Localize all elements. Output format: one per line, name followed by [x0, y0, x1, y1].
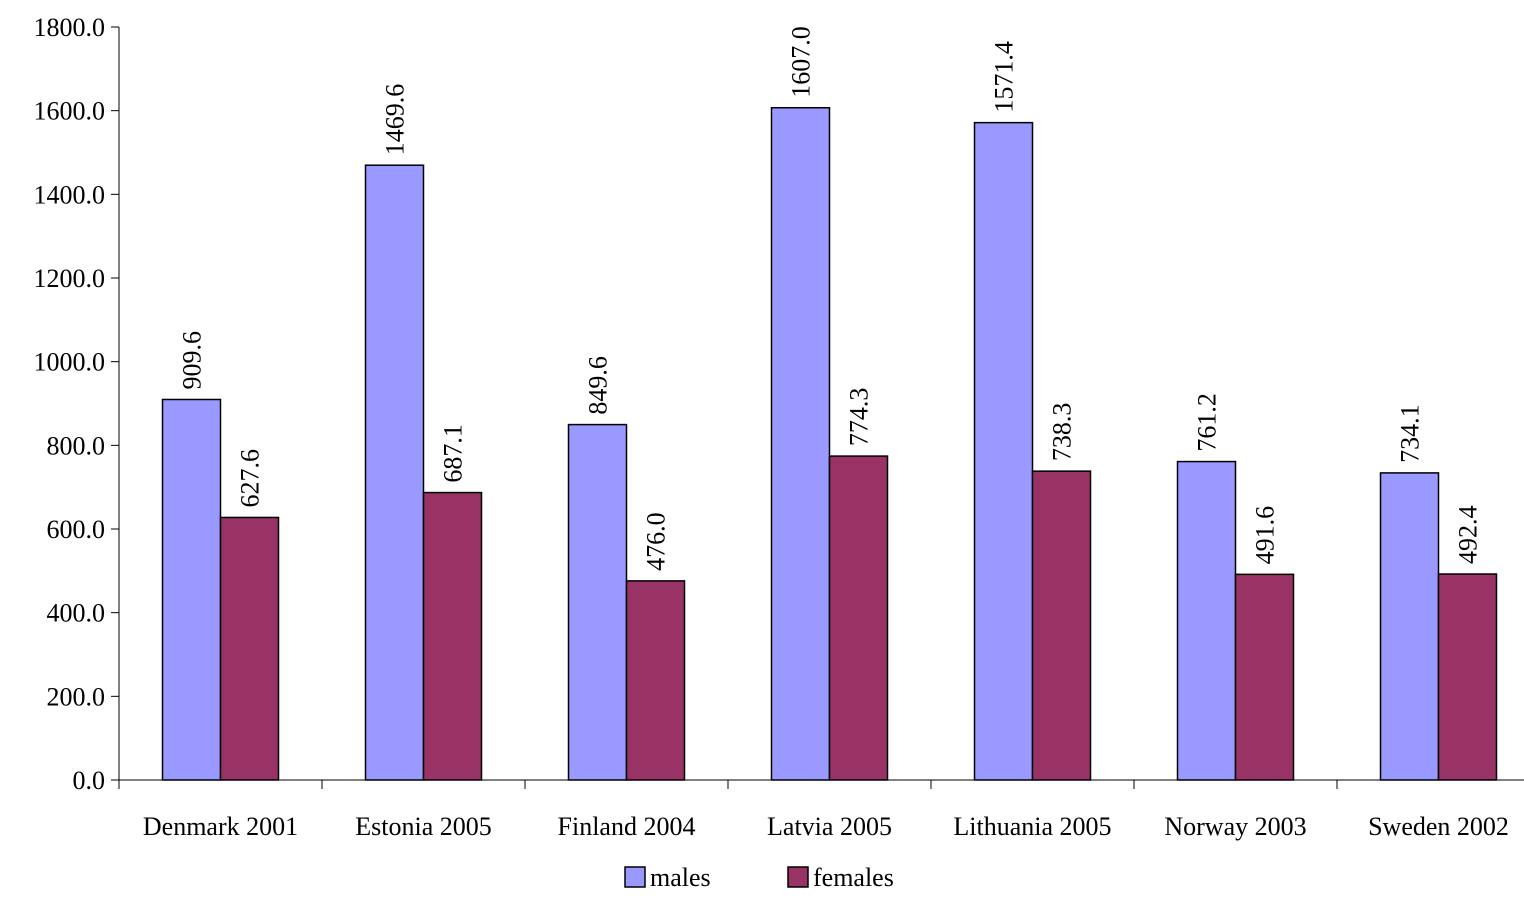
data-label-males: 1607.0 — [787, 26, 816, 98]
x-category-label: Denmark 2001 — [143, 812, 298, 841]
y-tick-label: 1800.0 — [34, 13, 106, 42]
x-category-label: Estonia 2005 — [355, 812, 492, 841]
y-tick-label: 800.0 — [47, 431, 106, 460]
y-tick-label: 1400.0 — [34, 180, 106, 209]
bar-females — [1437, 573, 1498, 781]
x-category-label: Sweden 2002 — [1368, 812, 1509, 841]
bar-males — [973, 121, 1034, 781]
y-tick-label: 400.0 — [47, 599, 106, 628]
bar-females — [625, 580, 686, 781]
data-label-males: 1469.6 — [381, 84, 410, 156]
bar-males — [1379, 472, 1440, 781]
y-tick-label: 1200.0 — [34, 264, 106, 293]
legend-swatch-males — [624, 866, 646, 888]
data-labels: 909.6 627.6 1469.6 687.1 849.6 476.0 1607.0 774… — [178, 26, 1483, 571]
legend-label-females: females — [813, 863, 894, 892]
bar-females — [1031, 470, 1092, 781]
legend-label-males: males — [650, 863, 711, 892]
data-label-females: 491.6 — [1251, 506, 1280, 565]
data-label-males: 761.2 — [1193, 393, 1222, 452]
bar-females — [1234, 573, 1295, 781]
bar-females — [422, 491, 483, 781]
data-label-females: 774.3 — [845, 388, 874, 447]
y-axis: 0.0 200.0 400.0 600.0 800.0 1000.0 1200.0 1400.… — [34, 13, 120, 795]
bar-males — [770, 106, 831, 781]
bar-females — [828, 455, 889, 781]
data-label-females: 687.1 — [439, 424, 468, 483]
data-label-males: 909.6 — [178, 331, 207, 390]
x-category-label: Lithuania 2005 — [953, 812, 1111, 841]
x-category-label: Latvia 2005 — [767, 812, 892, 841]
y-tick-label: 200.0 — [47, 682, 106, 711]
bars — [161, 106, 1498, 781]
data-label-males: 849.6 — [584, 356, 613, 415]
x-axis: Denmark 2001 Estonia 2005 Finland 2004 Latv… — [118, 779, 1524, 841]
data-label-females: 627.6 — [236, 449, 265, 508]
x-category-label: Finland 2004 — [558, 812, 696, 841]
data-label-males: 734.1 — [1396, 404, 1425, 463]
bar-females — [219, 516, 280, 781]
bar-males — [1176, 460, 1237, 781]
bar-males — [364, 164, 425, 781]
x-category-label: Norway 2003 — [1164, 812, 1306, 841]
bar-males — [567, 423, 628, 781]
data-label-males: 1571.4 — [990, 41, 1019, 113]
data-label-females: 738.3 — [1048, 403, 1077, 462]
legend: males females — [624, 863, 894, 892]
y-tick-label: 600.0 — [47, 515, 106, 544]
data-label-females: 492.4 — [1454, 506, 1483, 565]
legend-swatch-females — [787, 866, 809, 888]
data-label-females: 476.0 — [642, 512, 671, 571]
y-tick-label: 1600.0 — [34, 97, 106, 126]
bar-males — [161, 398, 222, 781]
y-tick-label: 0.0 — [73, 766, 106, 795]
y-tick-label: 1000.0 — [34, 348, 106, 377]
